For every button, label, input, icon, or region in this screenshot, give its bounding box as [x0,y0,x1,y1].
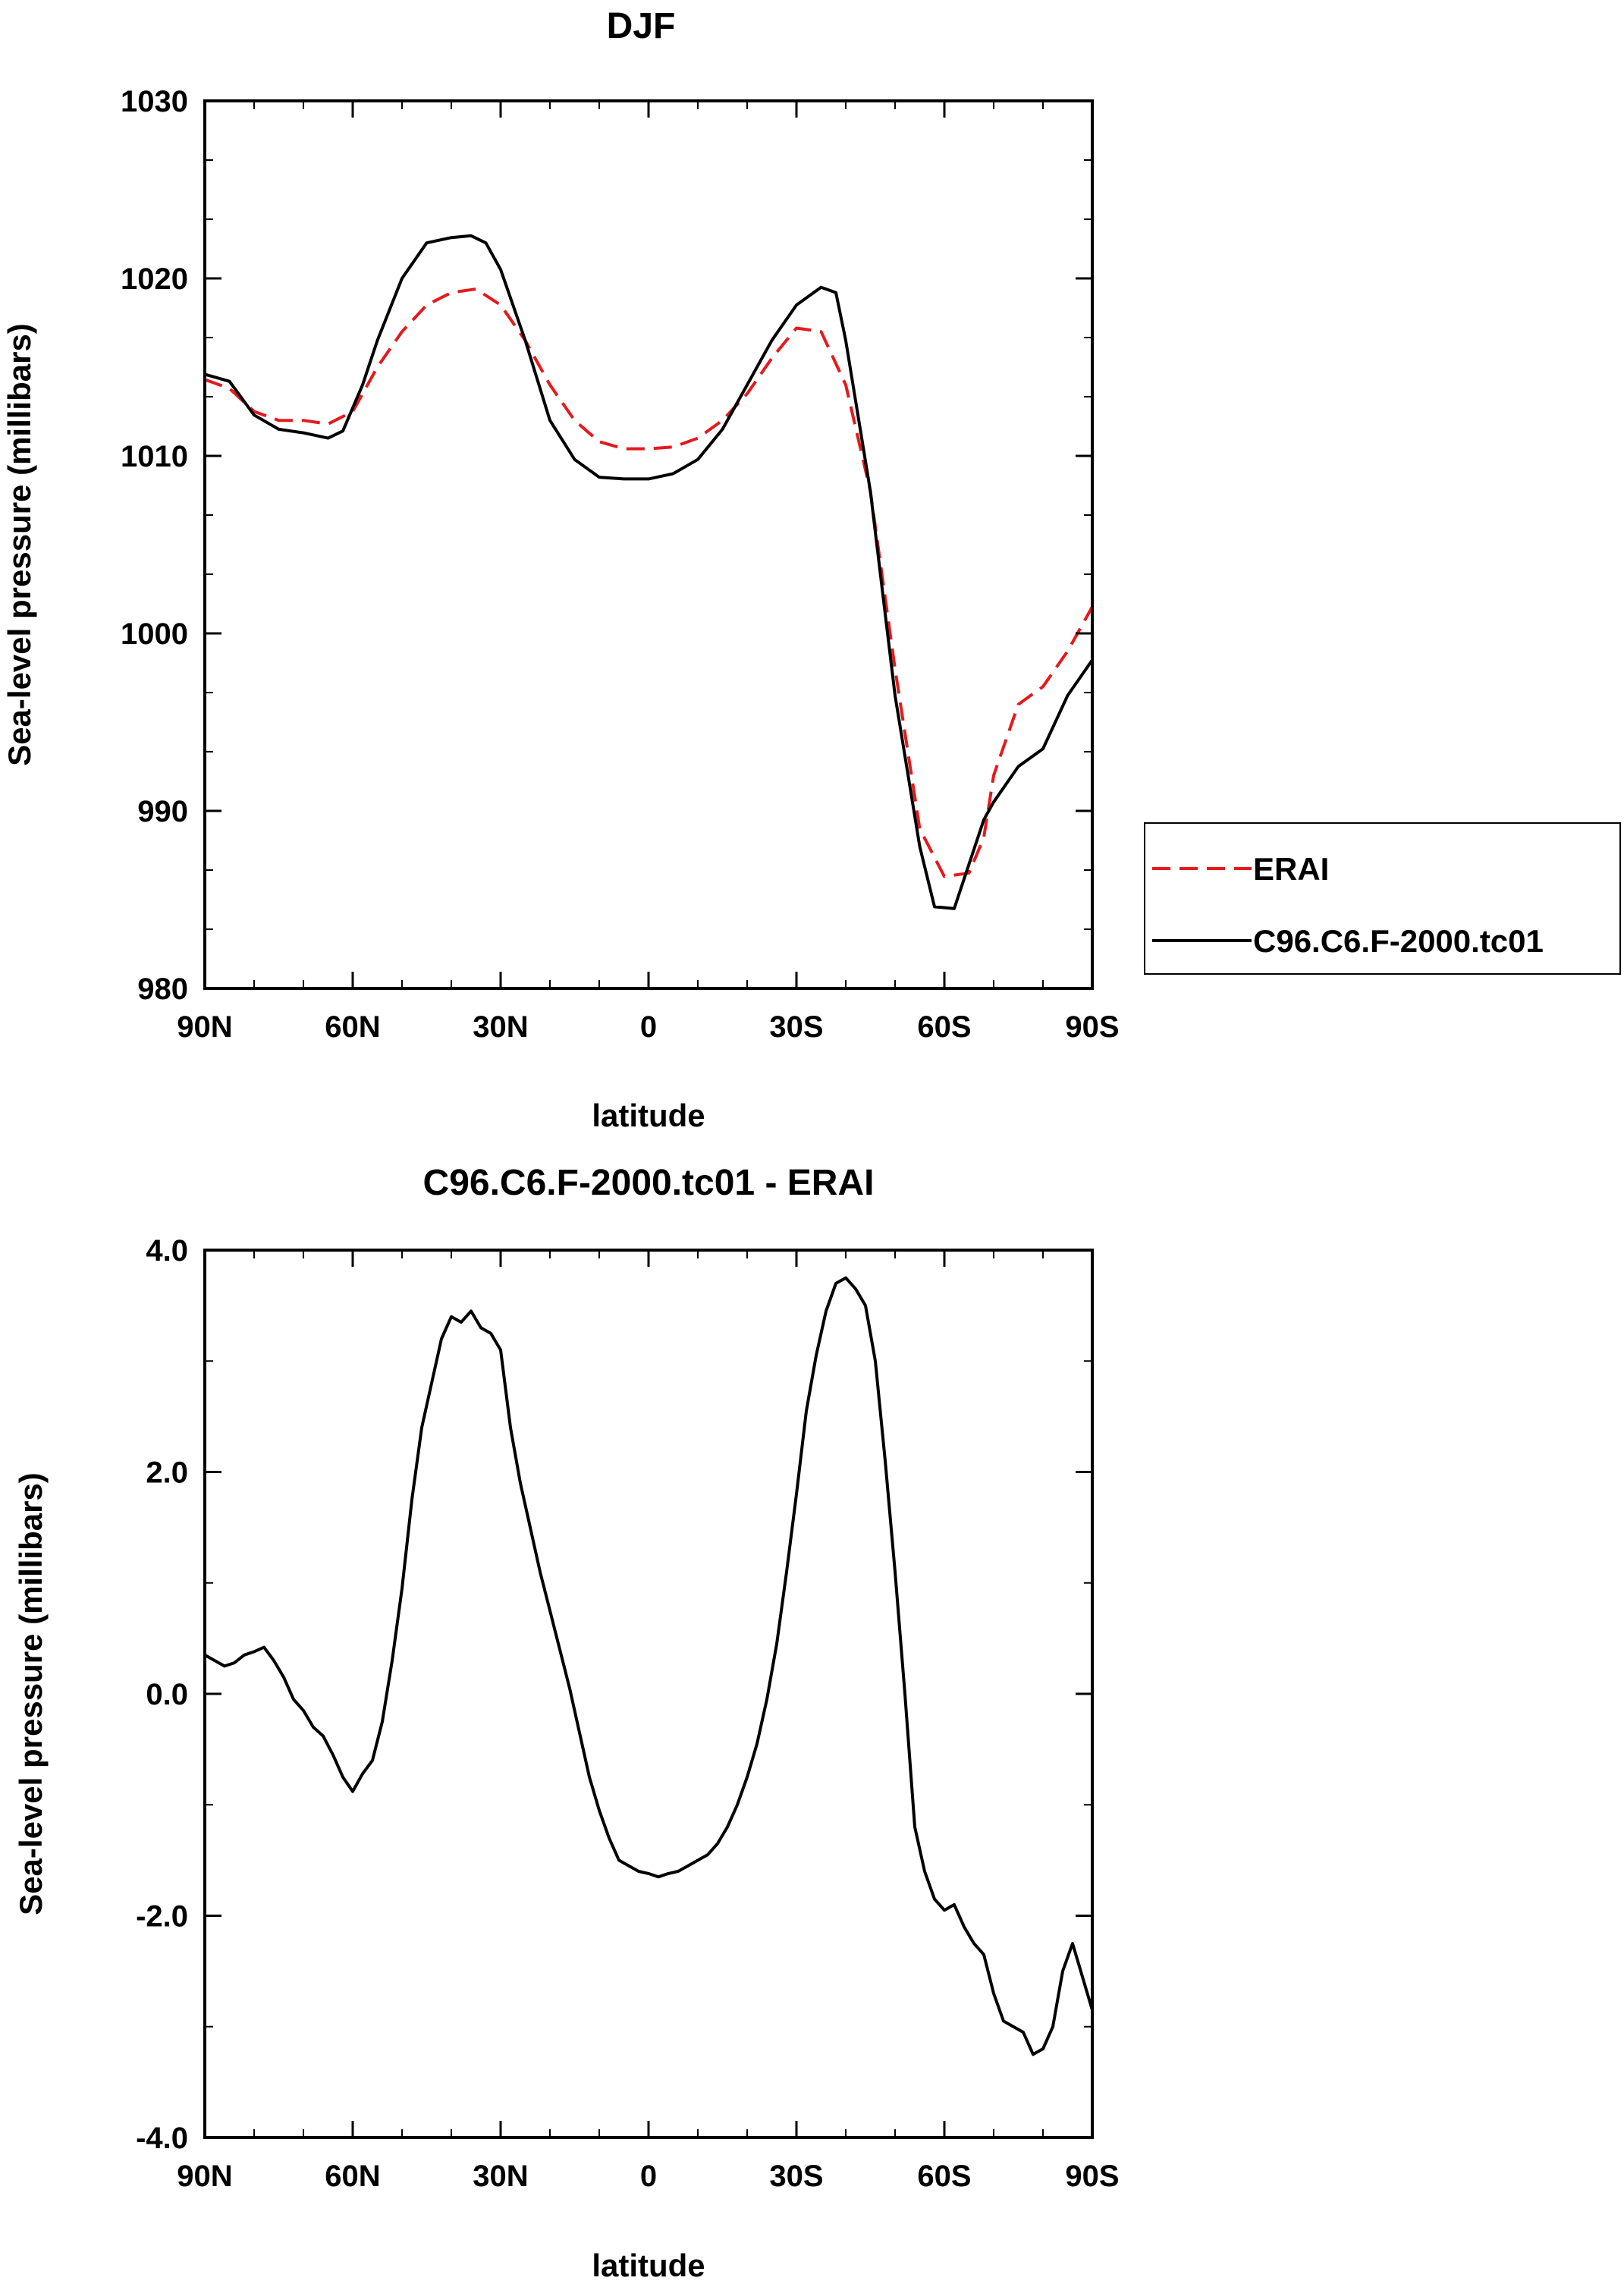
y-tick-label: 980 [137,972,188,1006]
y-tick-label: -2.0 [136,1900,188,1934]
chart-title: DJF [607,6,676,46]
legend: ERAI C96.C6.F-2000.tc01 [1144,822,1621,975]
y-tick-label: 1000 [121,617,188,651]
x-tick-label: 30N [473,2160,528,2193]
y-tick-label: 1010 [121,440,188,473]
legend-box [1144,822,1621,975]
x-tick-label: 0 [640,2160,657,2193]
y-tick-label: -4.0 [136,2122,188,2155]
y-axis-label: Sea-level pressure (millibars) [13,1472,49,1915]
y-tick-label: 990 [137,795,188,828]
slp-difference-panel: C96.C6.F-2000.tc01 - ERAI -4.0 -2.0 0.0 2.0… [13,1163,1120,2283]
x-tick-label: 60N [325,1010,380,1044]
series-line-c96-c6-f-2000-tc01 [204,234,1094,910]
chart-title: C96.C6.F-2000.tc01 - ERAI [423,1163,875,1203]
y-tick-label: 1020 [121,262,188,296]
y-tick-label: 1030 [121,85,188,118]
x-tick-label: 60N [325,2160,380,2193]
x-tick-label: 0 [640,1010,657,1044]
y-tick-label: 2.0 [146,1456,188,1490]
x-tick-label: 90N [177,2160,232,2193]
x-axis-label: latitude [592,1098,705,1133]
x-tick-label: 30S [769,2160,823,2193]
legend-label-model: C96.C6.F-2000.tc01 [1253,923,1544,959]
slp-djf-panel: DJF 980 990 1000 1010 1020 1030 90N 60N 30N 0 30S 6… [2,6,1621,1133]
x-tick-label: 60S [917,2160,971,2193]
y-axis-label: Sea-level pressure (millibars) [2,323,37,766]
x-tick-label: 30S [769,1010,823,1044]
x-tick-label: 90S [1065,1010,1119,1044]
x-tick-label: 90S [1065,2160,1119,2193]
x-tick-label: 30N [473,1010,528,1044]
x-axis-label: latitude [592,2248,705,2283]
x-tick-label: 60S [917,1010,971,1044]
y-tick-label: 0.0 [146,1678,188,1711]
series-line-difference [204,1276,1094,2056]
legend-label-erai: ERAI [1253,851,1329,887]
y-tick-label: 4.0 [146,1234,188,1268]
x-tick-label: 90N [177,1010,232,1044]
